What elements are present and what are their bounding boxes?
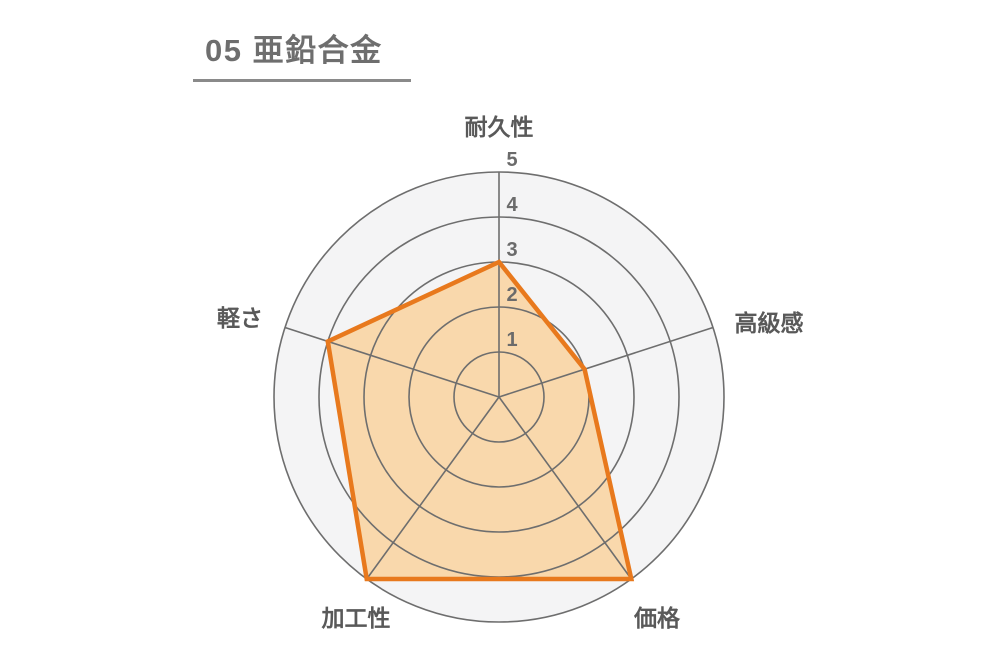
- radar-area-fill: [327, 262, 632, 579]
- tick-label-2: 2: [506, 284, 517, 306]
- title-underline: [193, 79, 411, 83]
- radar-area-outline: [325, 259, 635, 582]
- tick-label-5: 5: [506, 149, 517, 171]
- axis-label-1: 高級感: [735, 310, 804, 336]
- chart-title: 05 亜鉛合金: [205, 33, 383, 68]
- tick-label-1: 1: [506, 329, 517, 351]
- grid-spoke-4: [284, 326, 500, 398]
- grid-spoke-3: [366, 396, 500, 580]
- axis-label-2: 価格: [633, 605, 681, 631]
- axis-label-3: 加工性: [321, 605, 391, 631]
- grid-spoke-1: [498, 326, 714, 398]
- tick-label-4: 4: [506, 194, 518, 216]
- tick-label-3: 3: [506, 239, 517, 261]
- grid-spoke-2: [498, 396, 632, 580]
- axis-label-4: 軽さ: [217, 305, 263, 331]
- axis-label-0: 耐久性: [465, 114, 534, 140]
- chart-title-block: 05 亜鉛合金: [193, 32, 411, 83]
